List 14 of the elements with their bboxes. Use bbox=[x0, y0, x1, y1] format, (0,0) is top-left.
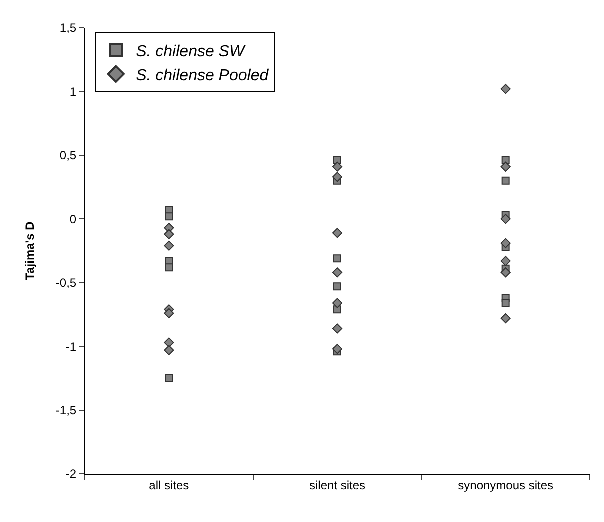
y-tick-label: -0,5 bbox=[56, 276, 77, 290]
y-tick-label: -1,5 bbox=[56, 403, 77, 418]
legend-label: S. chilense Pooled bbox=[136, 67, 270, 84]
y-tick-label: 1 bbox=[70, 84, 77, 99]
x-tick-label: synonymous sites bbox=[458, 478, 554, 492]
y-tick-label: 0,5 bbox=[60, 148, 77, 163]
y-tick-label: -1 bbox=[66, 340, 77, 354]
legend-label: S. chilense SW bbox=[136, 44, 246, 61]
x-tick-label: silent sites bbox=[309, 478, 366, 492]
y-tick-label: 1,5 bbox=[60, 21, 77, 36]
y-tick-label: 0 bbox=[70, 212, 77, 226]
y-axis-title: Tajima's D bbox=[23, 221, 38, 280]
y-tick-label: -2 bbox=[66, 467, 77, 482]
x-tick-label: all sites bbox=[149, 478, 190, 492]
